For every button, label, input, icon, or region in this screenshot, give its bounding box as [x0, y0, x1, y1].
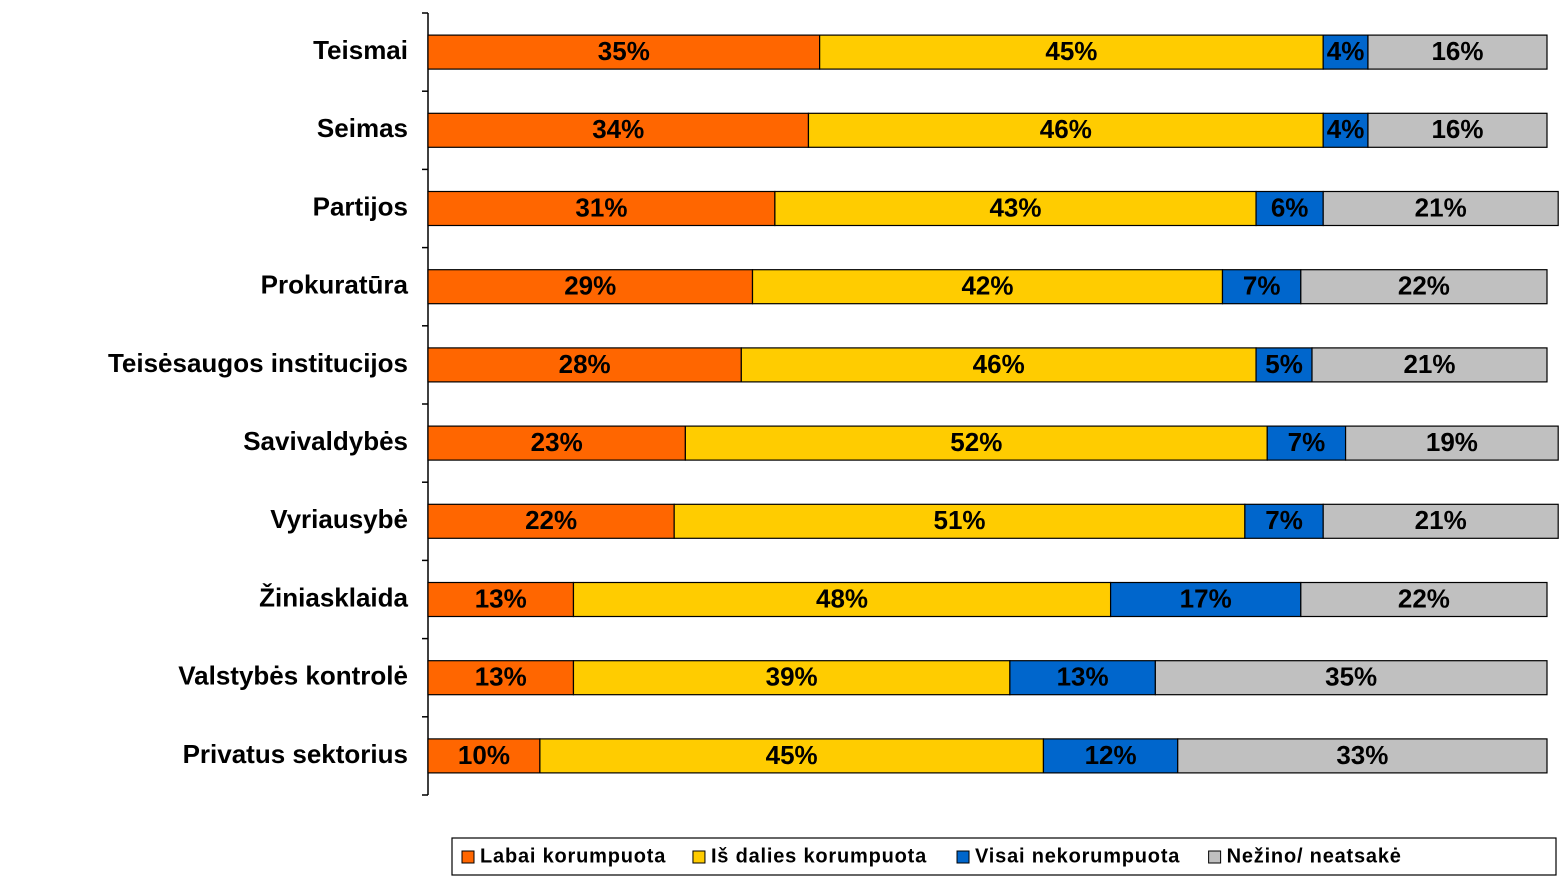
- bar-segment: [1367, 112, 1548, 148]
- value-label: 7%: [1288, 427, 1326, 457]
- legend-label: Nežino/ neatsakė: [1227, 845, 1402, 867]
- value-label: 46%: [1040, 114, 1092, 144]
- bar-segment: [427, 347, 742, 383]
- value-label: 39%: [766, 662, 818, 692]
- value-label: 17%: [1180, 583, 1232, 613]
- value-label: 35%: [1325, 662, 1377, 692]
- bar-segment: [1322, 503, 1559, 539]
- value-label: 42%: [961, 271, 1013, 301]
- bar-segment: [774, 190, 1257, 227]
- value-label: 35%: [598, 36, 650, 66]
- value-label: 21%: [1415, 505, 1467, 535]
- bar-segment: [807, 112, 1324, 148]
- value-label: 19%: [1426, 427, 1478, 457]
- value-label: 45%: [1045, 36, 1097, 66]
- bar-segment: [1009, 660, 1156, 696]
- legend-swatch: [461, 850, 475, 864]
- bar-segment: [427, 425, 686, 461]
- legend-swatch: [692, 850, 706, 864]
- category-label: Vyriausybė: [270, 504, 408, 534]
- value-label: 34%: [592, 114, 644, 144]
- bar-segment: [1300, 581, 1548, 618]
- bar-segment: [1322, 112, 1369, 148]
- value-label: 22%: [525, 505, 577, 535]
- value-label: 28%: [559, 349, 611, 379]
- value-label: 16%: [1431, 36, 1483, 66]
- value-label: 4%: [1327, 114, 1365, 144]
- value-label: 22%: [1398, 271, 1450, 301]
- category-label: Teismai: [313, 35, 408, 65]
- bar-segment: [427, 112, 810, 148]
- bar-segment: [427, 738, 541, 774]
- bar-segment: [1221, 269, 1302, 305]
- bar-segment: [427, 34, 821, 70]
- value-label: 52%: [950, 427, 1002, 457]
- legend-swatch: [956, 850, 970, 864]
- category-label: Teisėsaugos institucijos: [108, 348, 408, 378]
- bar-segment: [1367, 34, 1548, 70]
- value-label: 6%: [1271, 192, 1309, 222]
- value-label: 7%: [1243, 271, 1281, 301]
- bar-segment: [673, 503, 1246, 539]
- bar-segment: [1154, 660, 1548, 696]
- value-label: 16%: [1431, 114, 1483, 144]
- bar-segment: [740, 347, 1257, 383]
- bar-segment: [819, 34, 1324, 70]
- bar-segment: [1109, 581, 1302, 618]
- bar-segment: [1255, 190, 1324, 227]
- bar-segment: [427, 269, 754, 305]
- legend-label: Labai korumpuota: [480, 845, 666, 867]
- value-label: 13%: [1057, 662, 1109, 692]
- category-label: Seimas: [317, 113, 408, 143]
- bar-segment: [1322, 34, 1369, 70]
- value-label: 29%: [564, 271, 616, 301]
- bar-segment: [427, 660, 575, 696]
- value-label: 13%: [475, 583, 527, 613]
- bar-segment: [751, 269, 1224, 305]
- value-label: 31%: [575, 192, 627, 222]
- category-label: Partijos: [313, 191, 408, 221]
- category-label: Privatus sektorius: [183, 739, 408, 769]
- value-label: 23%: [531, 427, 583, 457]
- value-label: 43%: [989, 192, 1041, 222]
- bar-segment: [427, 581, 575, 618]
- bar-segment: [1344, 425, 1559, 461]
- bar-segment: [1300, 269, 1548, 305]
- value-label: 46%: [973, 349, 1025, 379]
- value-label: 45%: [766, 740, 818, 770]
- bar-segment: [1322, 190, 1559, 227]
- legend-swatch: [1208, 850, 1222, 864]
- legend-box: [451, 837, 1557, 876]
- legend-label: Iš dalies korumpuota: [711, 845, 927, 867]
- value-label: 12%: [1085, 740, 1137, 770]
- bar-segment: [539, 738, 1045, 774]
- value-label: 7%: [1265, 505, 1303, 535]
- value-label: 51%: [934, 505, 986, 535]
- category-label: Savivaldybės: [243, 426, 408, 456]
- category-label: Žiniasklaida: [259, 582, 408, 612]
- value-label: 33%: [1336, 740, 1388, 770]
- bar-segment: [572, 581, 1112, 618]
- value-label: 21%: [1403, 349, 1455, 379]
- value-label: 5%: [1265, 349, 1303, 379]
- bar-segment: [684, 425, 1268, 461]
- value-label: 22%: [1398, 583, 1450, 613]
- value-label: 4%: [1327, 36, 1365, 66]
- bar-segment: [427, 190, 776, 227]
- legend-label: Visai nekorumpuota: [975, 845, 1180, 867]
- category-label: Valstybės kontrolė: [178, 661, 408, 691]
- value-label: 13%: [475, 662, 527, 692]
- category-label: Prokuratūra: [261, 270, 409, 300]
- value-label: 48%: [816, 583, 868, 613]
- bar-segment: [1311, 347, 1548, 383]
- value-label: 21%: [1415, 192, 1467, 222]
- bar-segment: [1244, 503, 1324, 539]
- value-label: 10%: [458, 740, 510, 770]
- bar-segment: [1177, 738, 1548, 774]
